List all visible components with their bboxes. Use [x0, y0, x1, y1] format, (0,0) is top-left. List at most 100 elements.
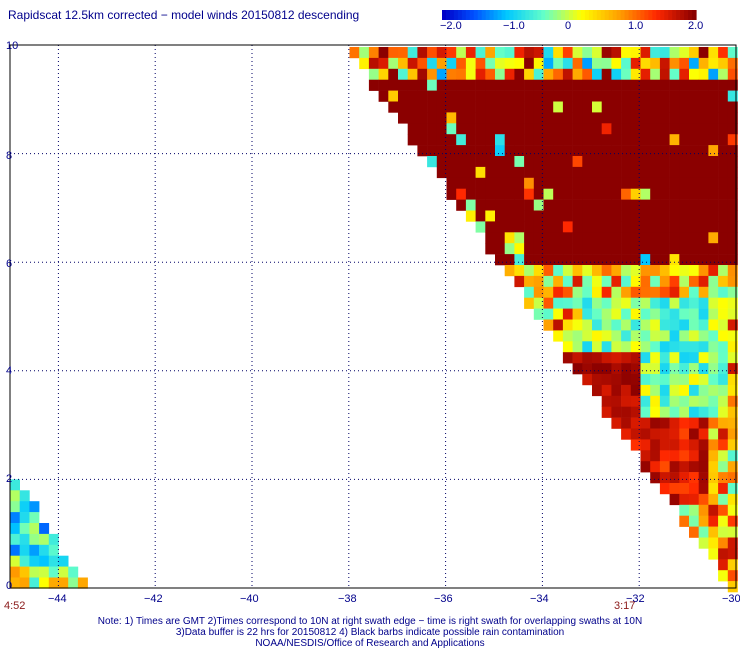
swath-cell: [698, 384, 709, 397]
colorbar-segment: [672, 10, 677, 20]
swath-cell: [10, 544, 20, 556]
swath-cell: [689, 493, 699, 506]
colorbar-segment: [644, 10, 649, 20]
swath-cell: [669, 47, 680, 59]
swath-cell: [669, 134, 680, 146]
swath-cell: [562, 101, 573, 113]
swath-cell: [698, 68, 709, 80]
swath-cell: [582, 156, 593, 168]
swath-cell: [650, 395, 661, 407]
swath-cell: [543, 319, 554, 331]
swath-cell: [514, 232, 525, 244]
swath-cell: [630, 254, 641, 266]
swath-cell: [630, 308, 641, 320]
swath-cell: [698, 537, 709, 549]
swath-cell: [659, 472, 670, 484]
swath-cell: [621, 177, 632, 189]
colorbar-segment: [640, 10, 646, 20]
swath-cell: [718, 243, 729, 255]
swath-cell: [601, 47, 612, 59]
swath-cell: [679, 450, 690, 462]
swath-cell: [727, 548, 738, 560]
swath-cell: [727, 319, 738, 331]
swath-cell: [19, 577, 30, 589]
y-tick-label: 2: [6, 473, 13, 485]
swath-cell: [562, 199, 573, 211]
colorbar-segment: [584, 10, 590, 20]
swath-cell: [592, 352, 602, 364]
swath-cell: [407, 47, 418, 59]
swath-cell: [465, 57, 476, 70]
swath-cell: [659, 47, 670, 59]
swath-cell: [465, 188, 476, 200]
swath-cell: [659, 68, 670, 80]
colorbar-segment: [576, 10, 582, 20]
swath-cell: [659, 319, 670, 331]
swath-cell: [650, 428, 661, 440]
swath-cell: [48, 544, 59, 556]
swath-cell: [727, 68, 738, 80]
swath-cell: [378, 79, 389, 91]
swath-cell: [640, 319, 651, 331]
swath-cell: [543, 79, 554, 91]
colorbar-segment: [549, 10, 554, 20]
swath-cell: [708, 79, 719, 91]
swath-cell: [611, 101, 622, 113]
plot-frame: [9, 44, 737, 589]
swath-cell: [621, 395, 632, 407]
swath-cell: [650, 156, 661, 168]
swath-cell: [689, 166, 699, 179]
swath-cell: [543, 112, 554, 124]
swath-cell: [553, 275, 564, 288]
swath-cell: [718, 439, 729, 451]
swath-cell: [553, 57, 564, 70]
swath-cell: [514, 243, 525, 255]
swath-cell: [708, 68, 719, 80]
swath-cell: [621, 199, 632, 211]
swath-cell: [669, 166, 680, 179]
swath-cell: [689, 406, 699, 418]
swath-cell: [572, 177, 583, 189]
swath-cell: [689, 57, 699, 70]
swath-cell: [592, 275, 602, 288]
swath-cell: [533, 68, 544, 80]
swath-cell: [669, 406, 680, 418]
swath-cell: [640, 352, 651, 364]
swath-cell: [582, 47, 593, 59]
swath-cell: [718, 504, 729, 516]
swath-cell: [29, 501, 40, 513]
swath-cell: [611, 210, 622, 222]
swath-cell: [485, 177, 496, 189]
swath-cell: [640, 461, 651, 473]
swath-cell: [562, 308, 573, 320]
colorbar-segment: [493, 10, 499, 20]
swath-cell: [708, 341, 719, 353]
swath-cell: [621, 221, 632, 233]
swath-cell: [640, 101, 651, 113]
swath-cell: [698, 177, 709, 189]
colorbar-segment: [632, 10, 638, 20]
swath-cell: [456, 156, 467, 168]
swath-cell: [465, 134, 476, 146]
swath-cell: [582, 341, 593, 353]
swath-cell: [543, 308, 554, 320]
swath-cell: [543, 145, 554, 157]
swath-cell: [514, 177, 525, 189]
swath-cell: [698, 90, 709, 102]
swath-cell: [698, 330, 709, 342]
swath-cell: [456, 177, 467, 189]
colorbar-segment: [465, 10, 471, 20]
swath-cell: [562, 210, 573, 222]
swath-cell: [582, 275, 593, 288]
swath-cell: [504, 57, 515, 70]
swath-cell: [582, 363, 593, 375]
swath-cell: [495, 188, 505, 200]
swath-cell: [553, 308, 564, 320]
y-tick-label: 6: [6, 258, 13, 270]
swath-cell: [436, 166, 447, 179]
swath-cell: [562, 188, 573, 200]
swath-cell: [417, 90, 428, 102]
swath-cell: [388, 101, 399, 113]
swath-cell: [679, 384, 690, 397]
swath-cell: [630, 265, 641, 277]
